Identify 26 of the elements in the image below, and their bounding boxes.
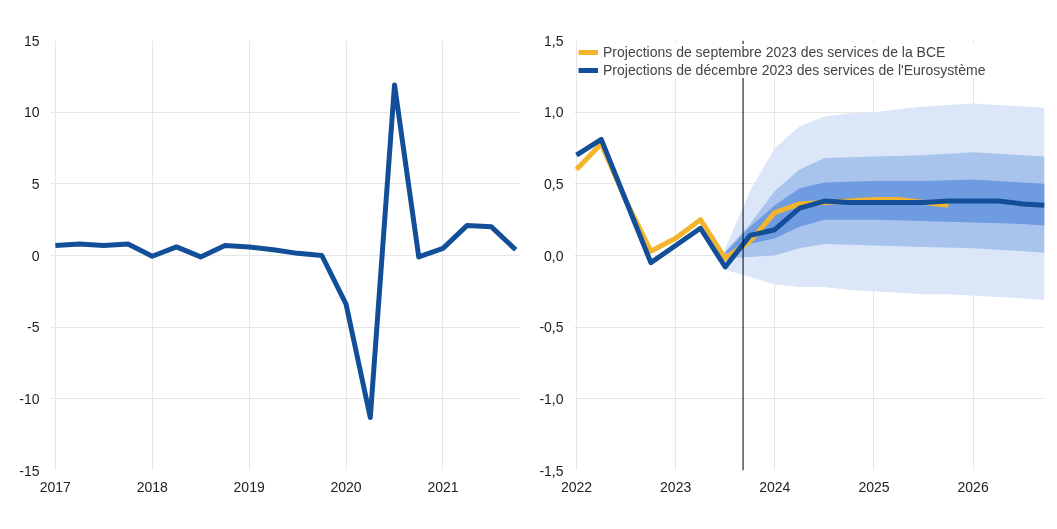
x-tick-label: 2017 xyxy=(39,478,72,495)
x-tick-label: 2024 xyxy=(759,478,791,495)
x-tick-label: 2020 xyxy=(330,478,362,495)
y-tick-label: -1,0 xyxy=(539,390,564,407)
x-tick-label: 2022 xyxy=(560,478,593,495)
x-tick-label: 2026 xyxy=(957,478,989,495)
y-tick-label: -1,5 xyxy=(539,462,564,479)
y-tick-label: -5 xyxy=(27,319,40,336)
y-tick-label: 10 xyxy=(23,104,40,121)
y-tick-label: 15 xyxy=(23,32,40,49)
y-tick-label: 0,0 xyxy=(544,247,564,264)
legend-label: Projections de décembre 2023 des services de l'Eurosystème xyxy=(603,62,986,78)
x-tick-label: 2023 xyxy=(660,478,692,495)
y-tick-label: 0 xyxy=(31,247,40,264)
y-tick-label: 1,5 xyxy=(544,32,564,49)
y-tick-label: 5 xyxy=(31,175,40,192)
x-tick-label: 2025 xyxy=(858,478,890,495)
y-tick-label: -10 xyxy=(19,390,40,407)
y-tick-label: 0,5 xyxy=(544,175,564,192)
y-tick-label: 1,0 xyxy=(544,104,564,121)
legend-label: Projections de septembre 2023 des services de la BCE xyxy=(603,44,946,60)
x-tick-label: 2018 xyxy=(136,478,169,495)
x-tick-label: 2021 xyxy=(427,478,459,495)
y-tick-label: -15 xyxy=(19,462,40,479)
x-tick-label: 2019 xyxy=(233,478,265,495)
y-tick-label: -0,5 xyxy=(539,319,564,336)
